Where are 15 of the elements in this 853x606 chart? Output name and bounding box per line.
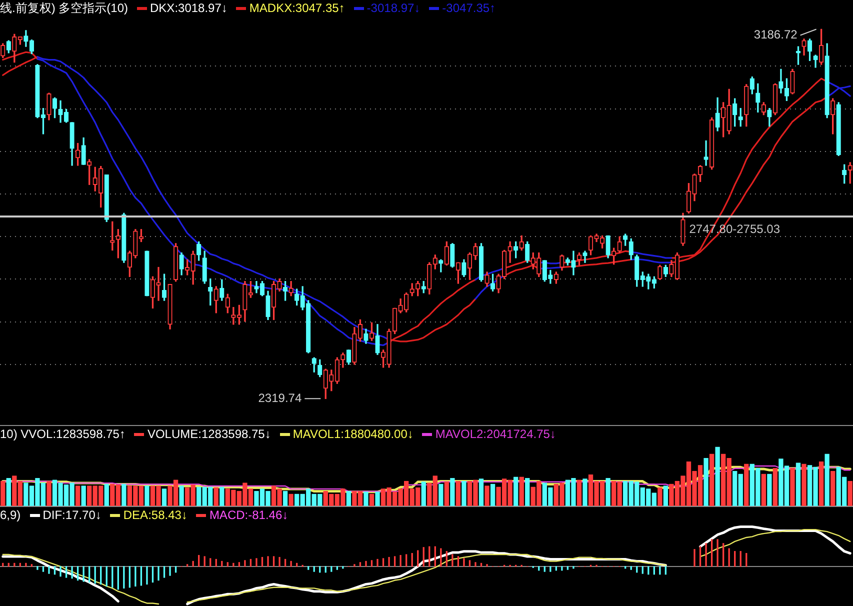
- chart-title: 10) VVOL:1283598.75↑: [0, 427, 126, 441]
- legend-label: MAVOL1:1880480.00↓: [292, 427, 414, 441]
- legend-label: -3047.35↑: [442, 1, 496, 15]
- legend-label: DIF:17.70↓: [42, 508, 102, 522]
- legend-label: MADKX:3047.35↑: [249, 1, 345, 15]
- annotation: 3186.72: [754, 28, 798, 42]
- legend-label: -3018.97↓: [366, 1, 420, 15]
- annotation: 2319.74: [258, 390, 302, 405]
- chart-title: 线.前复权) 多空指示(10): [0, 1, 128, 15]
- legend-label: DEA:58.43↓: [123, 508, 188, 522]
- chart-title: 6,9): [0, 508, 21, 522]
- legend-label: DKX:3018.97↓: [150, 1, 228, 15]
- legend-label: VOLUME:1283598.75↓: [147, 427, 271, 441]
- legend-label: MACD:-81.46↓: [209, 508, 288, 522]
- legend-label: MAVOL2:2041724.75↓: [435, 427, 556, 441]
